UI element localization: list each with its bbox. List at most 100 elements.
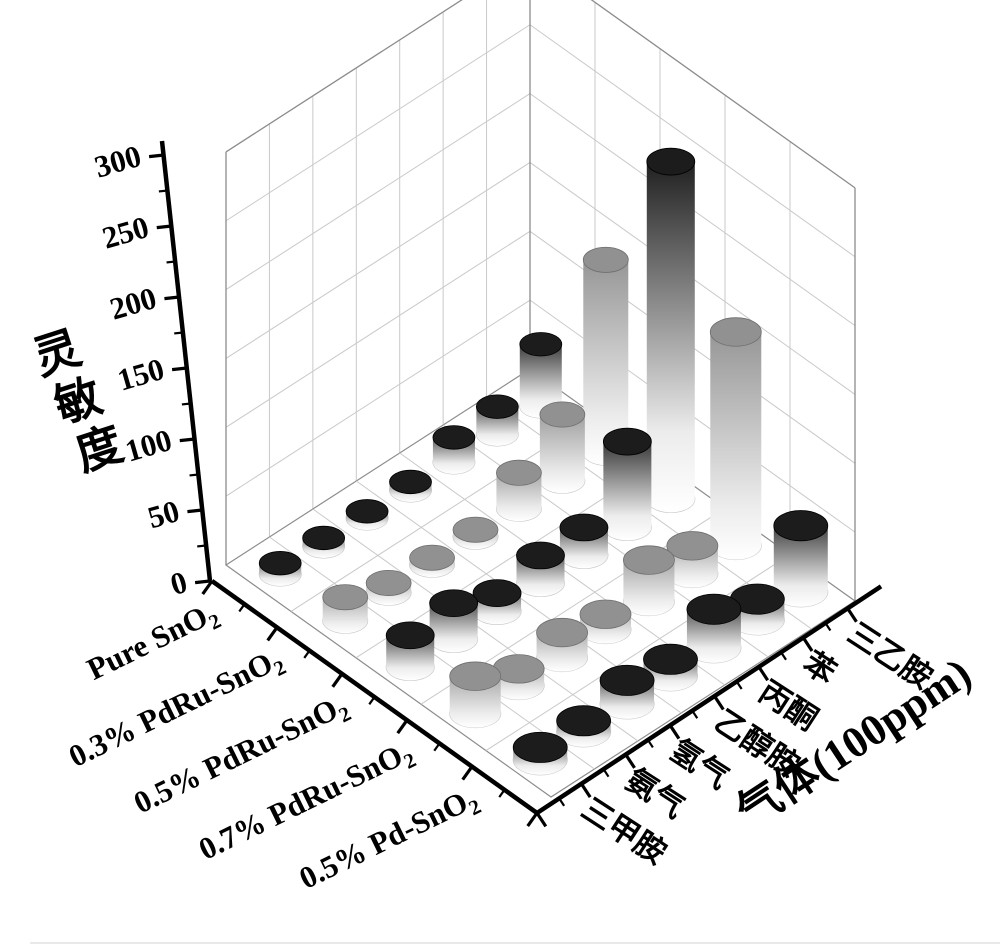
grid-line <box>225 162 531 359</box>
bar-Pure SnO2-乙醇胺 <box>389 469 432 503</box>
bar-top <box>666 531 719 561</box>
gas-tick <box>602 768 610 778</box>
material-tick <box>238 603 246 613</box>
bar-top <box>449 661 502 691</box>
gas-tick <box>780 651 787 661</box>
bar-body <box>646 148 695 513</box>
bar-top <box>556 705 612 737</box>
bar-top <box>623 545 675 575</box>
bar-top <box>559 513 609 542</box>
grid-line <box>225 24 531 222</box>
bar-0.7% PdRu-SnO2-氨气 <box>492 654 545 701</box>
bar-0.5% Pd-SnO2-三甲胺 <box>512 731 568 776</box>
bar-Pure SnO2-苯 <box>475 394 519 447</box>
bar-top <box>536 617 588 648</box>
bar-top <box>519 332 563 357</box>
grid-line <box>225 93 531 291</box>
bar-top <box>599 664 655 696</box>
gas-tick <box>757 665 770 682</box>
gas-tick <box>535 812 548 828</box>
bar-top <box>385 621 435 650</box>
bar-top <box>409 544 455 571</box>
z-tick <box>189 473 199 477</box>
bar-top <box>432 425 476 450</box>
z-tick <box>166 260 176 264</box>
bar-0.7% PdRu-SnO2-苯 <box>666 531 719 589</box>
material-tick <box>266 626 279 642</box>
bar-Pure SnO2-氨气 <box>302 525 346 559</box>
grid-line <box>529 24 856 258</box>
gas-tick <box>647 739 654 749</box>
bar-0.3% PdRu-SnO2-氨气 <box>365 569 412 606</box>
bar-top <box>643 643 698 675</box>
bar-top <box>302 525 346 551</box>
bar-top <box>516 541 565 570</box>
bar-0.3% PdRu-SnO2-氢气 <box>409 544 456 578</box>
wall-top-right <box>590 0 856 189</box>
bar-top <box>602 427 652 456</box>
material-tick <box>433 742 441 752</box>
bar-body <box>603 428 652 541</box>
gas-tick <box>558 797 566 807</box>
bar-top <box>582 246 629 273</box>
material-tick <box>526 812 539 827</box>
bar-top <box>389 469 432 495</box>
bar-body <box>710 317 762 560</box>
bar-0.5% Pd-SnO2-氨气 <box>556 705 612 748</box>
bar-top <box>472 579 522 607</box>
bar-0.3% PdRu-SnO2-丙酮 <box>495 459 542 522</box>
z-tick <box>174 331 184 335</box>
bar-0.5% Pd-SnO2-丙酮 <box>686 593 742 664</box>
material-tick <box>201 580 214 595</box>
bar-top <box>773 510 829 542</box>
bar-0.5% PdRu-SnO2-丙酮 <box>559 513 609 569</box>
bar-0.5% PdRu-SnO2-三甲胺 <box>385 621 435 681</box>
bar-0.7% PdRu-SnO2-丙酮 <box>622 545 675 617</box>
bar-top <box>258 551 302 576</box>
gas-tick <box>846 607 858 623</box>
bar-top <box>475 394 519 419</box>
bar-Pure SnO2-三甲胺 <box>258 551 302 587</box>
bar-0.7% PdRu-SnO2-乙醇胺 <box>579 599 632 645</box>
bar-top <box>345 499 389 524</box>
bar-top <box>579 599 632 629</box>
bar-top <box>322 584 369 611</box>
gas-tick <box>580 782 592 799</box>
z-tick <box>179 437 195 443</box>
grid-line <box>485 554 791 752</box>
bar-0.7% PdRu-SnO2-三乙胺 <box>709 317 762 561</box>
bar-0.3% PdRu-SnO2-乙醇胺 <box>452 516 499 550</box>
bar-top <box>539 401 586 428</box>
bar-Pure SnO2-氢气 <box>345 499 389 531</box>
gas-tick <box>713 695 725 711</box>
axes <box>148 140 883 828</box>
grid-line <box>225 230 531 428</box>
wall-top-left <box>225 0 463 153</box>
bar-top <box>496 459 542 486</box>
bar-0.5% PdRu-SnO2-氢气 <box>472 579 522 625</box>
gas-axis <box>535 584 883 815</box>
gas-tick <box>801 636 814 652</box>
z-tick <box>156 224 172 230</box>
bar-0.3% PdRu-SnO2-苯 <box>539 401 586 494</box>
bar-top <box>686 593 742 625</box>
bar-0.5% Pd-SnO2-苯 <box>729 583 785 636</box>
bar-0.5% Pd-SnO2-氢气 <box>599 664 655 720</box>
z-tick <box>148 153 165 159</box>
z-tick <box>181 402 191 406</box>
bar-0.3% PdRu-SnO2-三甲胺 <box>322 584 369 634</box>
material-tick <box>498 789 506 798</box>
z-tick <box>194 579 211 585</box>
bar-0.5% Pd-SnO2-三乙胺 <box>773 510 829 608</box>
z-tick <box>171 366 188 372</box>
material-tick <box>368 696 376 705</box>
bar-body <box>583 247 629 466</box>
grid-line <box>225 299 531 497</box>
gas-tick <box>668 724 681 740</box>
bar-top <box>646 147 696 176</box>
bar-top <box>512 731 568 763</box>
bar-top <box>492 654 545 684</box>
bar-top <box>365 569 412 596</box>
